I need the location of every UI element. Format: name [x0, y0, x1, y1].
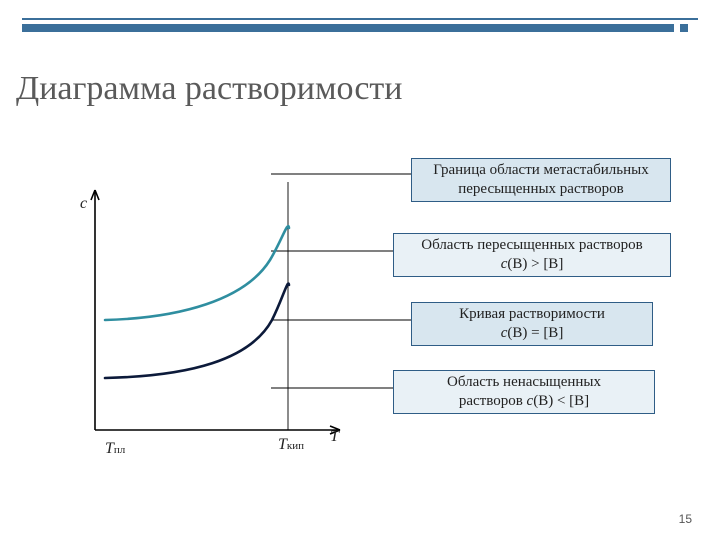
label-supersaturated-region: Область пересыщенных растворов с(B) > [B…	[393, 233, 671, 277]
label-line2: растворов с(B) < [B]	[459, 392, 589, 411]
x-axis-label: Т	[330, 428, 339, 446]
label-line1: Кривая растворимости	[459, 305, 605, 324]
label-line1: Область ненасыщенных	[447, 373, 601, 392]
label-line2: с(B) > [B]	[501, 255, 564, 274]
label-line1: Область пересыщенных растворов	[421, 236, 643, 255]
label-line1: Граница области метастабильных	[433, 161, 648, 180]
y-axis-label: с	[80, 195, 87, 213]
page-number: 15	[679, 512, 692, 526]
label-solubility-curve: Кривая растворимости с(B) = [B]	[411, 302, 653, 346]
label-metastable-boundary: Граница области метастабильных пересыщен…	[411, 158, 671, 202]
label-unsaturated-region: Область ненасыщенных растворов с(B) < [B…	[393, 370, 655, 414]
label-line2: пересыщенных растворов	[458, 180, 623, 199]
x-tick-melting: Тпл	[105, 440, 125, 458]
label-line2: с(B) = [B]	[501, 324, 564, 343]
x-tick-boiling: Ткип	[278, 436, 304, 454]
